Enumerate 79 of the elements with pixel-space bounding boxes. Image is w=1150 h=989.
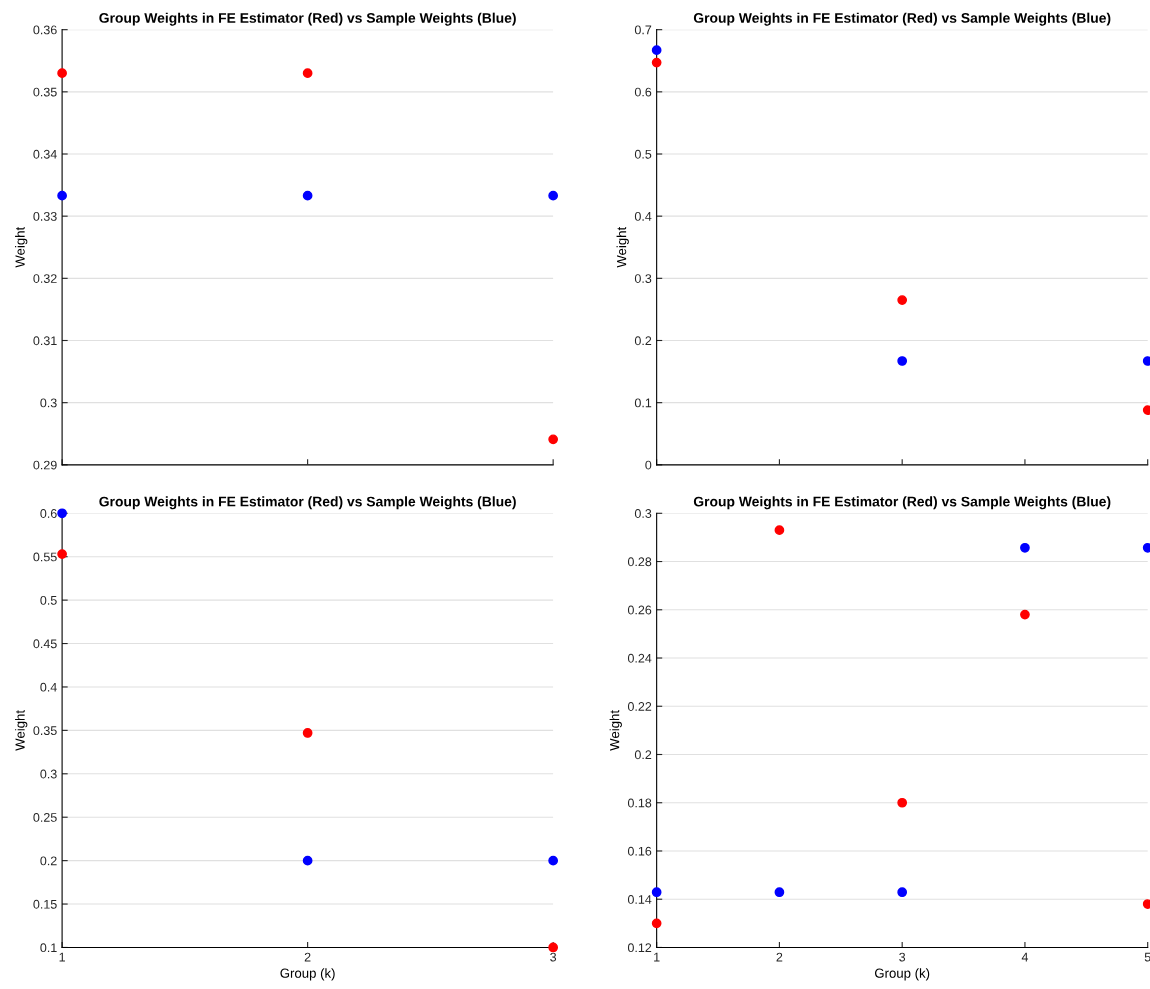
y-tick-label: 0.7 bbox=[634, 25, 652, 35]
point bbox=[651, 887, 662, 898]
point bbox=[548, 855, 559, 866]
y-tick-label: 0.28 bbox=[627, 557, 652, 567]
point bbox=[651, 57, 662, 68]
point bbox=[57, 508, 67, 519]
chart-title: Group Weights in FE Estimator (Red) vs Sample Weights (Blue) bbox=[99, 12, 516, 26]
y-tick-label: 0.24 bbox=[627, 653, 652, 663]
y-tick-label: 0 bbox=[645, 460, 652, 470]
y-tick-label: 0.33 bbox=[33, 211, 57, 221]
y-tick-label: 0.29 bbox=[33, 460, 57, 470]
y-tick-label: 0.4 bbox=[634, 211, 652, 221]
point bbox=[897, 797, 908, 808]
y-tick-label: 0.5 bbox=[634, 149, 652, 159]
y-tick-label: 0.2 bbox=[40, 856, 57, 866]
x-tick-label: 5 bbox=[1144, 952, 1150, 962]
y-tick-label: 0.34 bbox=[33, 149, 57, 159]
point bbox=[302, 728, 313, 738]
y-tick-label: 0.32 bbox=[33, 274, 57, 283]
y-tick-label: 0.14 bbox=[627, 895, 652, 904]
point bbox=[302, 190, 313, 201]
x-tick-label: 1 bbox=[59, 952, 65, 962]
y-tick-label: 0.25 bbox=[33, 813, 57, 822]
point bbox=[651, 45, 662, 56]
y-tick-label: 0.26 bbox=[627, 605, 652, 615]
point bbox=[897, 295, 908, 305]
point bbox=[548, 942, 559, 953]
point bbox=[302, 855, 313, 866]
y-axis-title: Weight bbox=[15, 226, 28, 268]
y-tick-label: 0.55 bbox=[33, 552, 57, 562]
y-tick-label: 0.22 bbox=[627, 702, 652, 711]
y-tick-label: 0.3 bbox=[40, 398, 57, 408]
chart-title: Group Weights in FE Estimator (Red) vs Sample Weights (Blue) bbox=[693, 12, 1111, 26]
point bbox=[57, 190, 67, 201]
y-tick-label: 0.2 bbox=[634, 336, 652, 346]
y-tick-label: 0.35 bbox=[33, 87, 57, 97]
y-tick-label: 0.3 bbox=[634, 274, 652, 283]
y-tick-label: 0.6 bbox=[40, 509, 57, 518]
chart-title: Group Weights in FE Estimator (Red) vs Sample Weights (Blue) bbox=[99, 496, 516, 510]
x-axis-title: Group (k) bbox=[874, 968, 930, 981]
y-tick-label: 0.18 bbox=[627, 798, 652, 808]
y-tick-label: 0.15 bbox=[33, 899, 57, 909]
point bbox=[548, 190, 559, 201]
y-tick-label: 0.3 bbox=[40, 769, 57, 779]
point bbox=[57, 549, 67, 559]
point bbox=[774, 525, 785, 536]
y-tick-label: 0.4 bbox=[40, 682, 57, 692]
chart-title: Group Weights in FE Estimator (Red) vs Sample Weights (Blue) bbox=[693, 496, 1111, 510]
y-axis-title: Weight bbox=[609, 710, 622, 751]
y-tick-label: 0.5 bbox=[40, 595, 57, 605]
y-tick-label: 0.2 bbox=[634, 750, 652, 760]
point bbox=[651, 918, 662, 929]
y-tick-label: 0.12 bbox=[627, 943, 652, 953]
x-axis-title: Group (k) bbox=[280, 968, 335, 981]
y-tick-label: 0.45 bbox=[33, 639, 57, 649]
y-axis-title: Weight bbox=[15, 710, 28, 751]
x-tick-label: 3 bbox=[550, 952, 557, 962]
x-tick-label: 1 bbox=[654, 952, 660, 962]
y-tick-label: 0.31 bbox=[33, 336, 57, 346]
x-tick-label: 4 bbox=[1021, 952, 1029, 962]
point bbox=[897, 356, 908, 366]
x-tick-label: 3 bbox=[899, 952, 906, 962]
y-tick-label: 0.6 bbox=[634, 87, 652, 97]
point bbox=[1020, 542, 1030, 553]
y-axis-title: Weight bbox=[616, 226, 629, 268]
y-tick-label: 0.35 bbox=[33, 726, 57, 736]
y-tick-label: 0.1 bbox=[40, 943, 57, 953]
x-tick-label: 2 bbox=[304, 952, 311, 962]
point bbox=[774, 887, 785, 898]
x-tick-label: 2 bbox=[776, 952, 783, 962]
point bbox=[57, 68, 67, 79]
point bbox=[548, 434, 559, 445]
point bbox=[302, 68, 313, 79]
y-tick-label: 0.16 bbox=[627, 846, 652, 856]
y-tick-label: 0.3 bbox=[634, 509, 652, 518]
point bbox=[1020, 609, 1030, 620]
y-tick-label: 0.1 bbox=[634, 398, 652, 408]
y-tick-label: 0.36 bbox=[33, 25, 57, 35]
point bbox=[897, 887, 908, 898]
